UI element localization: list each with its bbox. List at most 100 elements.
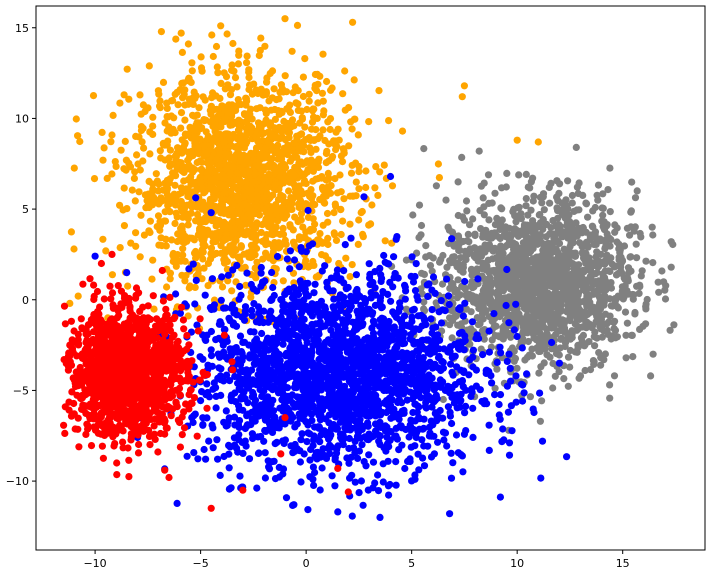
data-point [642, 303, 650, 311]
data-point [148, 275, 156, 283]
data-point [337, 188, 345, 196]
data-point [236, 122, 244, 130]
data-point [566, 363, 574, 371]
data-point [243, 269, 251, 277]
data-point [452, 431, 461, 439]
data-point [401, 464, 409, 473]
data-point [594, 181, 603, 189]
data-point [546, 199, 554, 207]
data-point [535, 211, 543, 219]
data-point [622, 331, 630, 339]
data-point [341, 67, 349, 75]
data-point [536, 417, 545, 425]
data-point [385, 117, 393, 125]
data-point [191, 133, 199, 141]
data-point [305, 242, 313, 250]
data-point [564, 353, 573, 361]
data-point [348, 161, 356, 169]
data-point [120, 184, 128, 192]
data-point [233, 192, 241, 200]
data-point [300, 179, 308, 187]
data-point [140, 144, 148, 152]
data-point [165, 193, 173, 201]
data-point [197, 166, 205, 174]
data-point [511, 310, 519, 318]
data-point [605, 318, 613, 326]
data-point [285, 187, 293, 195]
data-point [580, 297, 589, 305]
data-point [398, 127, 407, 135]
data-point [89, 92, 98, 100]
data-point [70, 164, 78, 172]
data-point [395, 446, 403, 454]
data-point [568, 191, 577, 200]
data-point [146, 192, 155, 200]
data-point [261, 106, 269, 114]
data-point [108, 170, 116, 178]
data-point [175, 146, 183, 154]
data-point [481, 283, 489, 291]
data-point [458, 93, 466, 101]
data-point [149, 256, 157, 264]
data-point [220, 69, 228, 77]
data-point [630, 291, 638, 299]
data-point [457, 254, 465, 262]
data-point [330, 229, 338, 237]
data-point [212, 92, 220, 100]
data-point [150, 305, 158, 313]
data-point [360, 193, 368, 201]
data-point [326, 125, 334, 134]
data-point [184, 192, 192, 200]
data-point [591, 328, 599, 336]
data-point [334, 125, 342, 133]
data-point [134, 160, 142, 168]
data-point [152, 170, 160, 178]
data-point [155, 102, 164, 110]
data-point [611, 228, 619, 236]
data-point [240, 316, 249, 324]
data-point [474, 246, 482, 254]
data-point [359, 230, 367, 238]
data-point [202, 455, 210, 463]
data-point [213, 436, 221, 444]
data-point [233, 169, 242, 177]
data-point [191, 139, 199, 147]
data-point [209, 52, 217, 61]
data-point [511, 354, 520, 363]
data-point [243, 52, 251, 60]
data-point [234, 60, 242, 68]
data-point [240, 201, 248, 209]
data-point [149, 130, 157, 138]
data-point [267, 213, 275, 221]
data-point [544, 309, 553, 317]
data-point [238, 152, 246, 161]
data-point [620, 274, 628, 282]
data-point [552, 330, 560, 339]
data-point [628, 331, 636, 339]
data-point [597, 316, 606, 324]
data-point [131, 197, 139, 205]
data-point [530, 308, 538, 316]
data-point [253, 484, 261, 492]
data-point [224, 109, 232, 117]
data-point [128, 186, 136, 194]
data-point [237, 291, 245, 299]
data-point [522, 170, 530, 178]
data-point [503, 265, 511, 274]
data-point [538, 397, 546, 405]
data-point [337, 230, 345, 239]
data-point [220, 138, 228, 146]
data-point [154, 87, 162, 95]
data-point [163, 283, 171, 291]
data-point [472, 253, 480, 261]
data-point [307, 148, 315, 156]
data-point [226, 132, 234, 140]
data-point [286, 108, 294, 116]
data-point [454, 178, 462, 186]
data-point [181, 139, 189, 147]
data-point [136, 253, 144, 261]
data-point [630, 227, 638, 235]
data-point [332, 236, 341, 244]
data-point [599, 294, 607, 302]
data-point [549, 217, 557, 225]
